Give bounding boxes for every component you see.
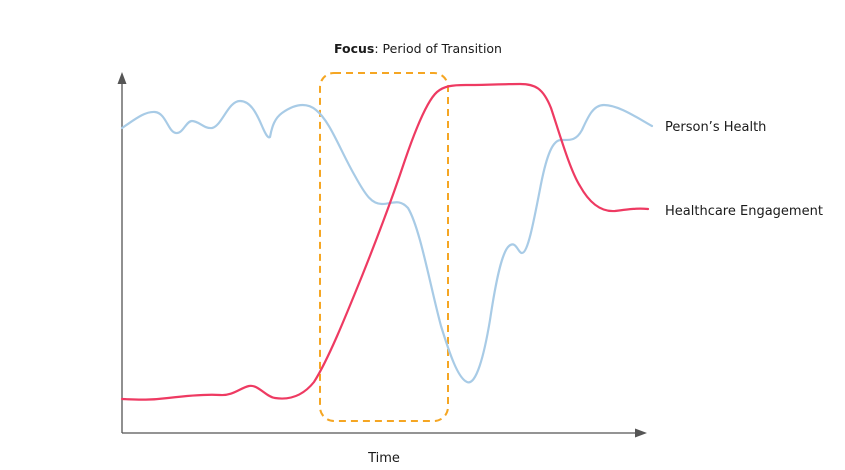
title-emphasis: Focus	[334, 41, 374, 56]
persons-health-line	[120, 99, 654, 384]
focus-period-box	[319, 72, 449, 422]
diagram-title: Focus: Period of Transition	[334, 41, 502, 56]
y-axis-arrowhead	[117, 72, 127, 84]
title-rest: : Period of Transition	[374, 41, 502, 56]
axes	[117, 72, 647, 438]
healthcare-engagement-line	[120, 82, 650, 401]
x-axis-arrowhead	[635, 428, 647, 438]
x-axis-label: Time	[367, 451, 400, 466]
persons-health-label: Person’s Health	[665, 120, 766, 135]
healthcare-engagement-label: Healthcare Engagement	[665, 204, 823, 219]
